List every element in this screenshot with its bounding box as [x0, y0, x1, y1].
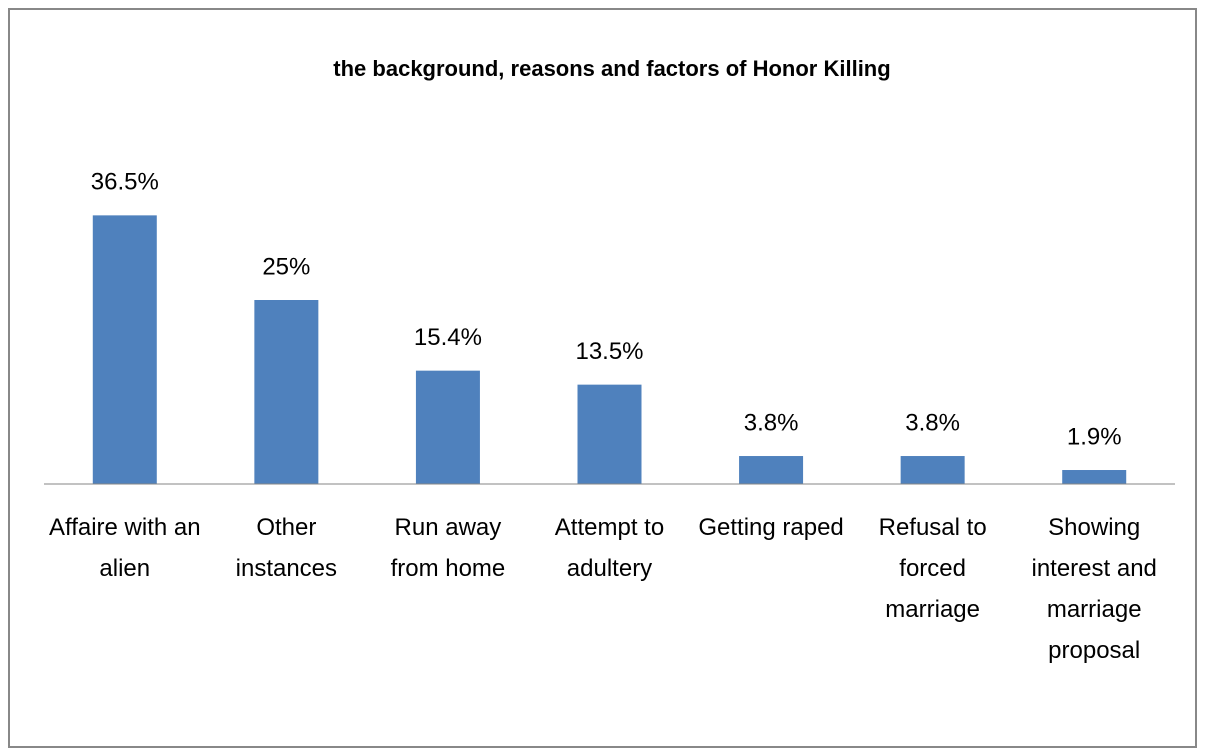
data-label: 13.5% [575, 338, 643, 365]
data-label: 3.8% [744, 409, 799, 436]
x-tick-label: Refusal to forced marriage [878, 514, 987, 623]
x-tick-label: Affaire with an alien [48, 514, 201, 582]
x-tick-label: Getting raped [698, 514, 844, 541]
x-tick-label: Attempt to adultery [554, 514, 665, 582]
bar [92, 215, 157, 485]
chart: the background, reasons and factors of H… [44, 56, 1175, 485]
x-tick-label: Showing interest and marriage proposal [1031, 514, 1157, 664]
data-label: 15.4% [414, 324, 482, 351]
data-label: 1.9% [1067, 423, 1122, 450]
bar [739, 456, 804, 484]
x-tick-label: Other instances [235, 514, 338, 582]
bar [900, 456, 965, 484]
data-label: 36.5% [91, 169, 159, 196]
data-label: 3.8% [905, 409, 960, 436]
bar [254, 300, 319, 484]
bar [1062, 470, 1127, 484]
chart-title: the background, reasons and factors of H… [333, 56, 890, 81]
bar [577, 384, 642, 484]
bar [415, 370, 480, 484]
data-label: 25% [262, 253, 310, 280]
x-tick-label: Run away from home [390, 514, 506, 582]
chart-area: the background, reasons and factors of H… [8, 8, 1197, 748]
